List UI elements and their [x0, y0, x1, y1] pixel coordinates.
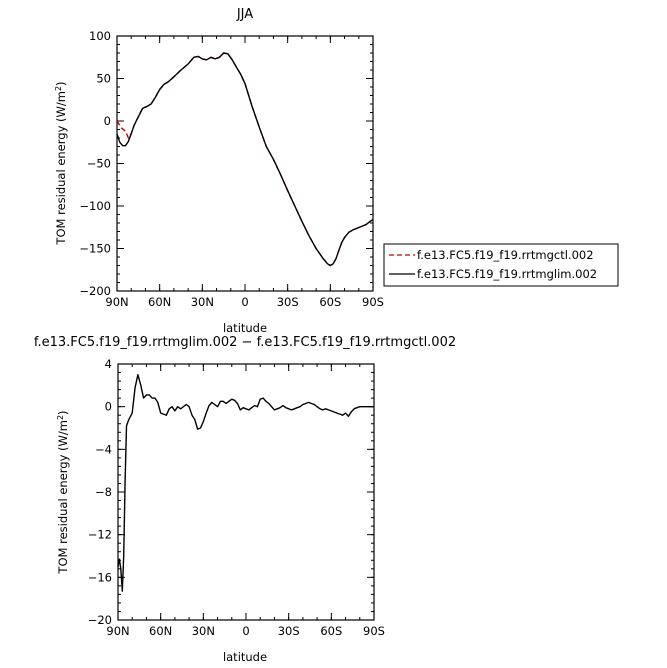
top-y-axis-label: TOM residual energy (W/m2) — [54, 81, 68, 245]
x-tick-label: 60S — [319, 295, 341, 309]
x-tick-label: 60S — [320, 624, 342, 638]
y-tick-label: 100 — [89, 29, 111, 43]
legend: f.e13.FC5.f19_f19.rrtmgctl.002 f.e13.FC5… — [383, 243, 619, 287]
x-tick-label: 90N — [105, 295, 128, 309]
x-tick-label: 30N — [191, 295, 214, 309]
x-tick-label: 30S — [277, 295, 299, 309]
x-tick-label: 60N — [148, 295, 171, 309]
y-tick-label: 4 — [105, 357, 112, 371]
bottom-plot-area: 90N 60N 30N 0 30S 60S 90S 4 0 −4 −8 −12 −16 −20 — [88, 357, 385, 638]
x-tick-label: 30S — [278, 624, 300, 638]
legend-box — [383, 243, 619, 287]
x-tick-label: 0 — [242, 624, 249, 638]
top-chart-title: JJA — [236, 7, 253, 22]
bottom-x-axis-label: latitude — [223, 650, 267, 664]
plot-frame — [116, 35, 374, 292]
y-tick-label: −12 — [88, 528, 112, 542]
series-line-0 — [117, 374, 374, 592]
bottom-panel: f.e13.FC5.f19_f19.rrtmglim.002 − f.e13.F… — [34, 335, 456, 664]
top-plot-area: 90N 60N 30N 0 30S 60S 90S 100 50 0 −50 −100 −150 −200 — [79, 29, 384, 309]
plot-frame — [117, 363, 375, 621]
series-line-1 — [116, 52, 374, 267]
legend-label-lim: f.e13.FC5.f19_f19.rrtmglim.002 — [417, 267, 597, 281]
bottom-y-axis-label: TOM residual energy (W/m2) — [56, 410, 70, 574]
bottom-chart-title: f.e13.FC5.f19_f19.rrtmglim.002 − f.e13.F… — [34, 335, 456, 350]
x-tick-label: 0 — [241, 295, 248, 309]
top-panel: JJA 90N 60N 30N 0 30S 60S 90S 100 50 0 −50 −100 −150… — [54, 7, 619, 335]
y-tick-label: 50 — [96, 72, 111, 86]
top-x-axis-label: latitude — [223, 321, 267, 335]
x-tick-label: 90N — [106, 624, 129, 638]
y-tick-label: −100 — [79, 199, 111, 213]
y-tick-label: −20 — [88, 613, 112, 627]
y-tick-label: −8 — [95, 485, 112, 499]
y-tick-label: 0 — [105, 400, 112, 414]
x-tick-label: 90S — [362, 295, 384, 309]
y-tick-label: −150 — [79, 242, 111, 256]
y-tick-label: −200 — [79, 284, 111, 298]
legend-label-ctl: f.e13.FC5.f19_f19.rrtmgctl.002 — [417, 248, 594, 262]
x-tick-label: 90S — [363, 624, 385, 638]
y-tick-label: −16 — [88, 570, 112, 584]
y-tick-label: −50 — [87, 157, 111, 171]
y-tick-label: 0 — [104, 114, 111, 128]
x-tick-label: 60N — [149, 624, 172, 638]
y-tick-label: −4 — [95, 442, 112, 456]
x-tick-label: 30N — [192, 624, 215, 638]
